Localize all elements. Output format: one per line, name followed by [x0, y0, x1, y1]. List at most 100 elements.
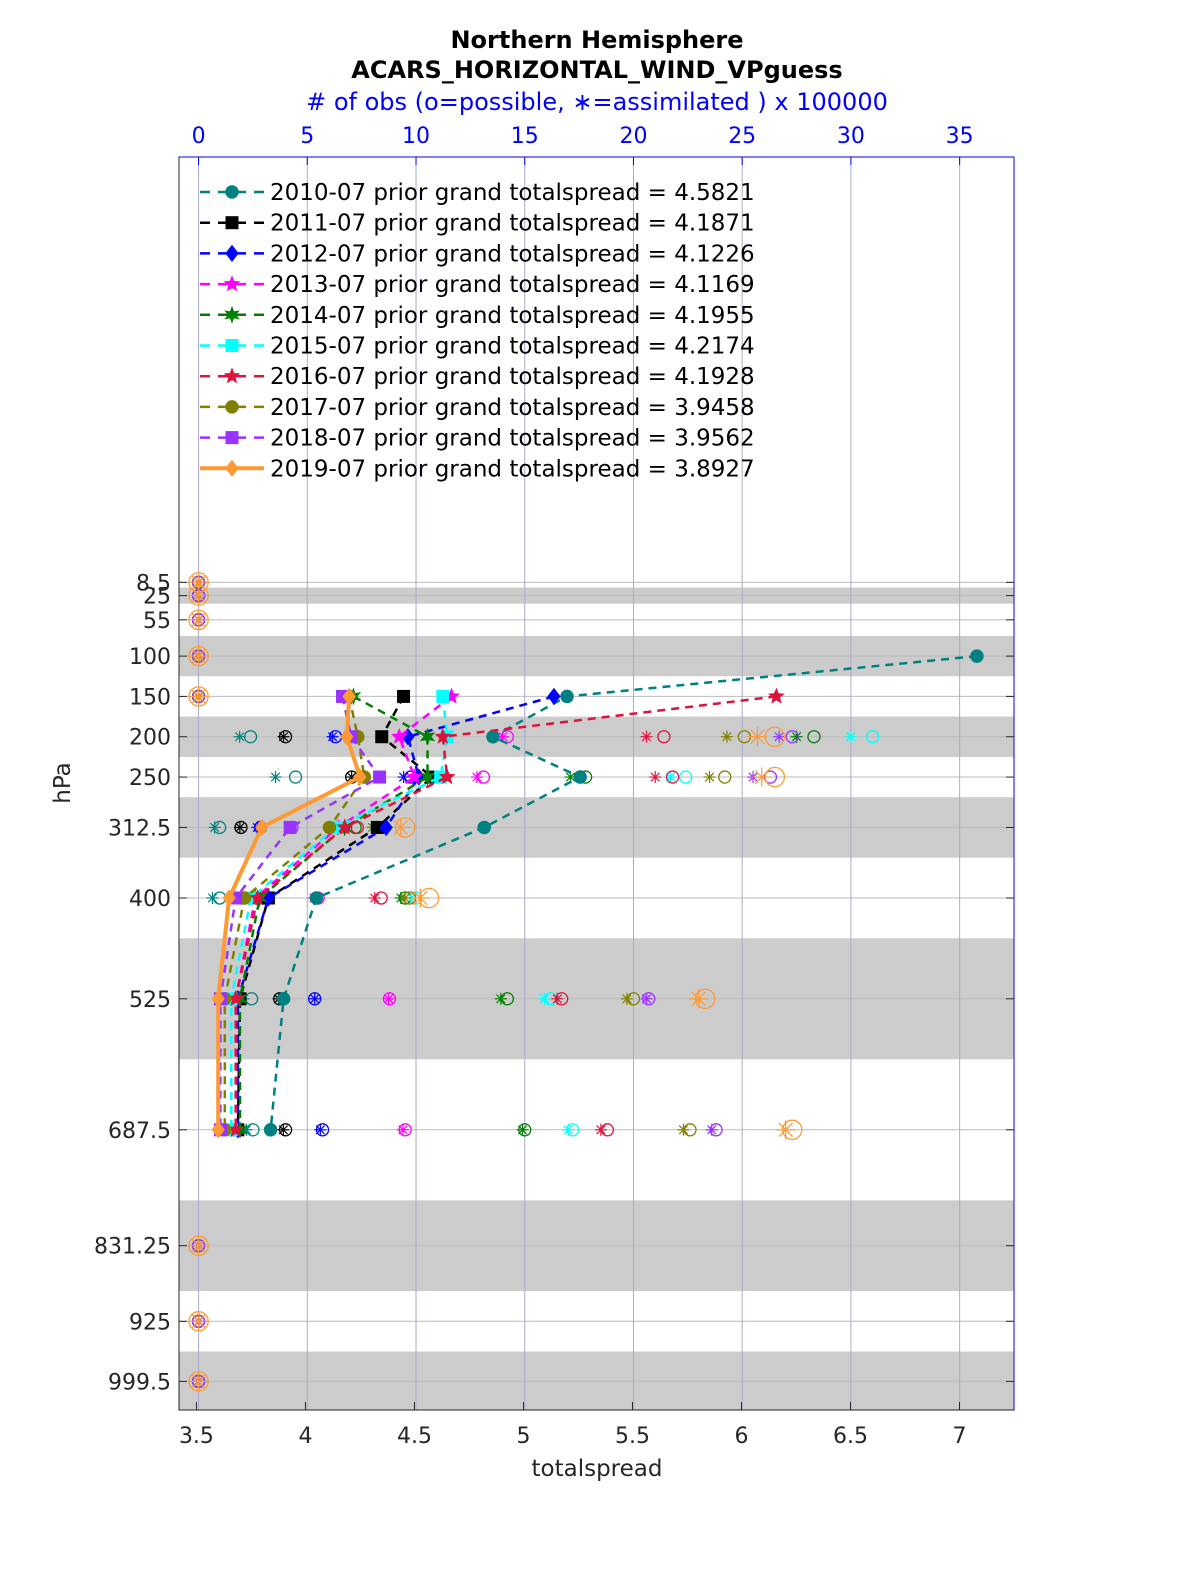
asterisk-stroke: [191, 689, 206, 704]
obs-assimilated-marker: [594, 1123, 607, 1136]
x-tick-label: 6.5: [833, 1424, 868, 1449]
asterisk-stroke: [327, 732, 338, 742]
legend-marker: [225, 216, 239, 230]
obs-assimilated-marker: [551, 992, 564, 1005]
y-tick-label: 525: [129, 988, 171, 1013]
data-point: [767, 687, 785, 704]
data-point: [375, 730, 389, 744]
obs-assimilated-marker: [410, 888, 430, 908]
legend-entry: 2018-07 prior grand totalspread = 3.9562: [200, 426, 755, 452]
top-tick-label: 10: [402, 124, 430, 149]
obs-assimilated-marker: [399, 891, 412, 904]
y-tick-label: 925: [129, 1310, 171, 1335]
top-axis-label: # of obs (o=possible, ∗=assimilated ) x …: [306, 88, 888, 116]
data-point: [390, 727, 408, 744]
data-point: [477, 820, 491, 835]
x-tick-label: 5.5: [615, 1424, 650, 1449]
legend: 2010-07 prior grand totalspread = 4.5821…: [200, 180, 755, 482]
asterisk-stroke: [791, 732, 802, 742]
obs-assimilated-marker: [188, 1371, 209, 1391]
y-tick-label: 312.5: [108, 816, 171, 841]
data-point: [434, 727, 452, 744]
legend-marker: [224, 305, 240, 324]
y-tick-label: 200: [129, 726, 171, 751]
obs-possible-marker: [665, 770, 680, 784]
data-point: [309, 891, 324, 905]
obs-assimilated-marker: [720, 730, 733, 743]
asterisk-stroke: [235, 822, 245, 833]
series-line-4: [238, 695, 429, 1130]
obs-assimilated-marker: [233, 730, 246, 743]
obs-assimilated-marker: [516, 1123, 529, 1136]
asterisk-stroke: [191, 588, 206, 603]
obs-assimilated-marker: [752, 767, 772, 787]
asterisk-stroke: [315, 1125, 326, 1135]
obs-assimilated-marker: [844, 730, 857, 743]
data-point: [222, 889, 236, 907]
legend-label: 2014-07 prior grand totalspread = 4.1955: [270, 303, 755, 329]
data-point: [342, 687, 356, 706]
obs-assimilated-marker: [470, 771, 483, 784]
legend-marker: [225, 244, 239, 263]
legend-label: 2012-07 prior grand totalspread = 4.1226: [270, 241, 755, 267]
legend-marker: [223, 367, 241, 384]
asterisk-stroke: [707, 1125, 717, 1135]
top-tick-label: 30: [837, 124, 865, 149]
legend-entry: 2010-07 prior grand totalspread = 4.5821: [200, 180, 755, 206]
obs-assimilated-marker: [188, 686, 209, 707]
obs-assimilated-marker: [314, 1123, 327, 1136]
obs-assimilated-marker: [640, 992, 653, 1005]
top-tick-label: 25: [728, 124, 756, 149]
y-tick-label: 8.5: [136, 571, 171, 596]
data-point: [340, 728, 354, 746]
legend-entry: 2011-07 prior grand totalspread = 4.1871: [200, 211, 755, 237]
shaded-layer: [179, 1351, 1014, 1410]
series-line-3: [234, 695, 453, 1130]
obs-assimilated-marker: [208, 821, 221, 834]
data-point: [970, 649, 984, 663]
data-point: [263, 1123, 278, 1137]
obs-assimilated-marker: [790, 730, 803, 743]
asterisk-stroke: [622, 994, 632, 1004]
data-point: [560, 689, 574, 704]
x-tick-label: 6: [734, 1424, 748, 1449]
legend-entry: 2016-07 prior grand totalspread = 4.1928: [200, 364, 755, 390]
data-point: [573, 770, 587, 784]
y-tick-label: 150: [129, 685, 171, 710]
x-axis-label: totalspread: [532, 1456, 663, 1482]
asterisk-stroke: [517, 1125, 528, 1135]
x-tick-label: 3.5: [179, 1424, 214, 1449]
legend-label: 2017-07 prior grand totalspread = 3.9458: [270, 395, 755, 421]
obs-assimilated-marker: [396, 1123, 409, 1136]
obs-possible-marker: [288, 770, 303, 784]
x-tick-label: 7: [952, 1424, 966, 1449]
obs-assimilated-marker: [269, 771, 282, 784]
data-point: [438, 768, 456, 785]
series-line-1: [236, 695, 434, 1130]
asterisk-stroke: [563, 1125, 573, 1135]
obs-assimilated-marker: [677, 1123, 690, 1136]
legend-label: 2011-07 prior grand totalspread = 4.1871: [270, 211, 755, 237]
asterisk-stroke: [650, 772, 660, 782]
asterisk-stroke: [398, 772, 409, 782]
top-tick-label: 35: [946, 124, 974, 149]
series-line-7: [223, 696, 366, 1130]
x-tick-label: 4: [298, 1424, 312, 1449]
asterisk-stroke: [278, 1125, 289, 1135]
asterisk-stroke: [398, 1125, 408, 1135]
chart-subtitle: ACARS_HORIZONTAL_WIND_VPguess: [351, 56, 842, 84]
data-point: [419, 767, 436, 786]
obs-assimilated-marker: [494, 992, 507, 1005]
data-point: [419, 727, 436, 746]
data-point: [276, 992, 291, 1006]
asterisk-stroke: [774, 732, 784, 742]
obs-possible-marker: [679, 770, 693, 784]
legend-entry: 2012-07 prior grand totalspread = 4.1226: [200, 241, 755, 267]
obs-assimilated-marker: [640, 730, 653, 743]
legend-entry: 2015-07 prior grand totalspread = 4.2174: [200, 334, 755, 360]
legend-marker: [225, 339, 239, 352]
asterisk-stroke: [750, 729, 765, 744]
asterisk-stroke: [641, 732, 652, 742]
obs-assimilated-marker: [538, 992, 551, 1005]
